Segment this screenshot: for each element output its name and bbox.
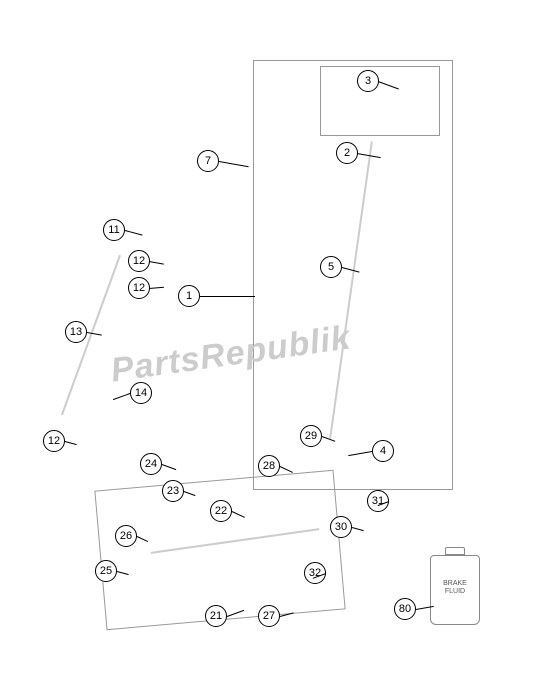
leader-line bbox=[149, 261, 164, 265]
callout-24[interactable]: 24 bbox=[140, 453, 162, 475]
callout-22[interactable]: 22 bbox=[210, 500, 232, 522]
callout-12[interactable]: 12 bbox=[43, 430, 65, 452]
leader-line bbox=[65, 441, 77, 445]
bottle-label-line1: BRAKE bbox=[443, 580, 467, 587]
leader-line bbox=[125, 230, 143, 236]
callout-11[interactable]: 11 bbox=[103, 219, 125, 241]
callout-7[interactable]: 7 bbox=[197, 150, 219, 172]
bottle-cap bbox=[445, 547, 465, 555]
bottle-label-line2: FLUID bbox=[445, 588, 465, 595]
callout-5[interactable]: 5 bbox=[320, 256, 342, 278]
callout-80[interactable]: 80 bbox=[394, 598, 416, 620]
leader-line bbox=[113, 393, 130, 400]
callout-28[interactable]: 28 bbox=[258, 455, 280, 477]
leader-line bbox=[149, 287, 164, 289]
callout-14[interactable]: 14 bbox=[130, 382, 152, 404]
callout-13[interactable]: 13 bbox=[65, 321, 87, 343]
callout-29[interactable]: 29 bbox=[300, 425, 322, 447]
callout-25[interactable]: 25 bbox=[95, 560, 117, 582]
callout-30[interactable]: 30 bbox=[330, 516, 352, 538]
leader-line bbox=[352, 527, 364, 531]
callout-4[interactable]: 4 bbox=[372, 440, 394, 462]
callout-2[interactable]: 2 bbox=[336, 142, 358, 164]
group-box-sub bbox=[320, 66, 440, 136]
brake-fluid-bottle: BRAKE FLUID bbox=[430, 555, 480, 625]
callout-3[interactable]: 3 bbox=[357, 70, 379, 92]
callout-12[interactable]: 12 bbox=[128, 277, 150, 299]
bottle-label: BRAKE FLUID bbox=[431, 580, 479, 595]
callout-27[interactable]: 27 bbox=[258, 605, 280, 627]
callout-1[interactable]: 1 bbox=[178, 285, 200, 307]
callout-12[interactable]: 12 bbox=[128, 250, 150, 272]
leader-line bbox=[162, 464, 176, 470]
leader-line bbox=[200, 296, 255, 297]
callout-21[interactable]: 21 bbox=[205, 605, 227, 627]
callout-26[interactable]: 26 bbox=[115, 525, 137, 547]
callout-23[interactable]: 23 bbox=[162, 480, 184, 502]
leader-line bbox=[219, 161, 249, 167]
